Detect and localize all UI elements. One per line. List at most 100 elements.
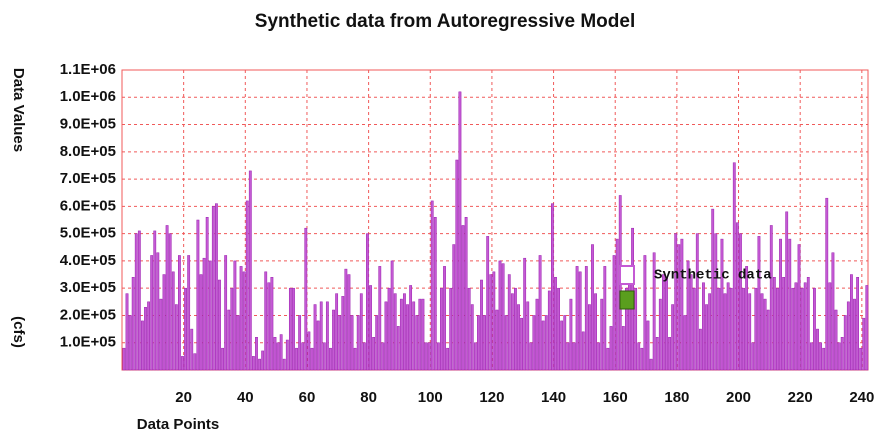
bar (267, 282, 271, 371)
chart-title: Synthetic data from Autoregressive Model (255, 11, 635, 32)
bar (436, 342, 440, 371)
bar (362, 342, 366, 371)
bar (612, 255, 616, 371)
bar (335, 293, 339, 371)
bar (649, 358, 653, 371)
bar (125, 293, 129, 371)
x-axis-label: Data Points (137, 416, 220, 433)
bar (745, 266, 749, 371)
bar (702, 282, 705, 371)
bar (683, 315, 687, 371)
bar (440, 287, 443, 371)
bar (846, 301, 850, 371)
bar (168, 233, 172, 371)
bar (504, 315, 508, 371)
bar (674, 233, 678, 371)
bar (742, 287, 745, 371)
bar (544, 315, 548, 371)
bar (862, 317, 866, 371)
bar (350, 315, 354, 371)
bar (532, 315, 536, 371)
bar (526, 301, 530, 371)
bar (245, 200, 249, 371)
bar (751, 342, 755, 371)
bar (399, 298, 403, 371)
bar (757, 236, 761, 371)
bar (803, 282, 807, 371)
bar (375, 315, 379, 371)
bar (837, 342, 841, 371)
bar (430, 200, 434, 371)
bar (452, 244, 456, 371)
bar (162, 274, 166, 371)
bar (498, 260, 502, 371)
bar (661, 274, 665, 371)
bar (208, 260, 212, 371)
bar (403, 293, 406, 371)
y-tick-label: 4.0E+05 (60, 252, 116, 269)
bar (273, 337, 277, 371)
bar (732, 162, 736, 371)
bar (609, 326, 613, 371)
bar (298, 315, 302, 371)
bar (264, 271, 268, 371)
bar (646, 320, 650, 371)
bar (372, 337, 376, 371)
bar (461, 225, 465, 371)
bar (196, 219, 200, 371)
x-tick-label: 120 (479, 389, 504, 406)
bar (720, 238, 724, 371)
y-axis-unit: (cfs) (10, 316, 27, 348)
bar (853, 298, 856, 371)
bar (677, 244, 681, 371)
bar (137, 230, 141, 371)
y-tick-label: 3.0E+05 (60, 279, 116, 296)
bar (316, 320, 320, 371)
bar (344, 268, 348, 371)
bar (279, 334, 283, 371)
bar (760, 293, 764, 371)
bar (554, 277, 557, 371)
bar (800, 287, 804, 371)
bar (834, 309, 838, 371)
bar (843, 315, 847, 371)
bar (366, 233, 369, 371)
bar (575, 266, 579, 371)
bar (572, 342, 576, 371)
bar (421, 298, 425, 371)
x-tick-label: 240 (849, 389, 874, 406)
bar (242, 271, 246, 371)
bar (313, 304, 317, 371)
bar (748, 293, 752, 371)
bar (831, 252, 835, 371)
bar (301, 342, 305, 371)
bar (723, 293, 727, 371)
bar (221, 347, 224, 371)
bar (560, 320, 564, 371)
bar (621, 326, 625, 371)
bar (270, 277, 274, 371)
bar (141, 320, 144, 371)
bar (776, 287, 779, 371)
bar (227, 309, 231, 371)
bar (446, 347, 450, 371)
legend-text: Synthetic data (654, 268, 772, 284)
bar (205, 217, 209, 371)
bar (517, 304, 520, 371)
bar (341, 296, 345, 371)
bar (325, 301, 329, 371)
y-tick-label: 9.0E+05 (60, 116, 116, 133)
bar (224, 255, 228, 371)
x-tick-label: 20 (175, 389, 192, 406)
bar (754, 287, 758, 371)
bar (215, 203, 218, 371)
bar (816, 328, 819, 371)
bar (174, 304, 178, 371)
bar (584, 266, 588, 371)
bar (547, 290, 551, 371)
bar (806, 277, 810, 371)
bar (698, 328, 702, 371)
bar (850, 274, 853, 371)
bar (353, 347, 357, 371)
